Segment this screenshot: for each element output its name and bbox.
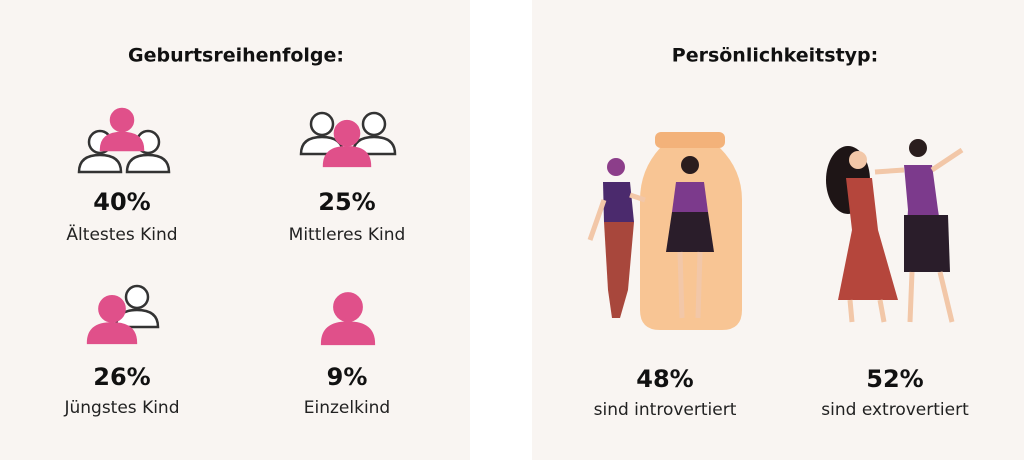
label: sind introvertiert xyxy=(594,400,737,420)
label: Ältestes Kind xyxy=(66,224,177,245)
percent: 26% xyxy=(93,363,150,391)
label: sind extrovertiert xyxy=(821,400,969,420)
label: Jüngstes Kind xyxy=(63,398,179,418)
title: Persönlichkeitstyp: xyxy=(672,45,878,67)
percent: 9% xyxy=(327,363,368,391)
percent: 52% xyxy=(866,365,923,393)
percent: 40% xyxy=(93,188,150,216)
percent: 25% xyxy=(318,188,375,216)
extrovert-illustration xyxy=(826,139,964,323)
label: Mittleres Kind xyxy=(289,225,406,245)
introvert-illustration xyxy=(587,132,742,330)
title: Geburtsreihenfolge: xyxy=(128,45,344,67)
label: Einzelkind xyxy=(304,398,390,418)
left-panel xyxy=(0,0,470,460)
percent: 48% xyxy=(636,365,693,393)
